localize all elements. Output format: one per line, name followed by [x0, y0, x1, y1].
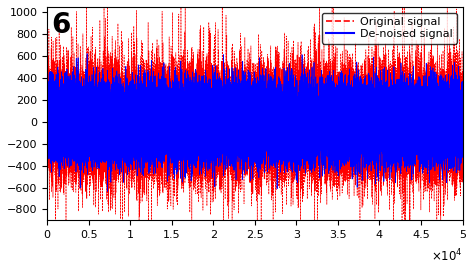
Original signal — [399, 261, 405, 264]
De-noised signal — [105, 190, 111, 193]
De-noised signal — [72, 103, 78, 106]
De-noised signal — [44, 138, 50, 141]
Text: $\times 10^4$: $\times 10^4$ — [431, 248, 463, 265]
De-noised signal — [84, 52, 90, 55]
Line: Original signal: Original signal — [47, 0, 463, 263]
De-noised signal — [295, 110, 300, 113]
Original signal — [460, 84, 465, 87]
Original signal — [72, 130, 78, 133]
Original signal — [270, 144, 275, 147]
Original signal — [144, 154, 150, 157]
Original signal — [203, 117, 209, 120]
Line: De-noised signal: De-noised signal — [47, 54, 463, 191]
Legend: Original signal, De-noised signal: Original signal, De-noised signal — [322, 12, 457, 44]
Original signal — [44, 108, 50, 111]
De-noised signal — [203, 127, 209, 131]
De-noised signal — [460, 155, 465, 158]
Text: 6: 6 — [52, 11, 70, 39]
Original signal — [295, 90, 300, 93]
Original signal — [352, 140, 358, 143]
De-noised signal — [352, 128, 358, 131]
De-noised signal — [144, 105, 150, 109]
De-noised signal — [270, 107, 275, 110]
